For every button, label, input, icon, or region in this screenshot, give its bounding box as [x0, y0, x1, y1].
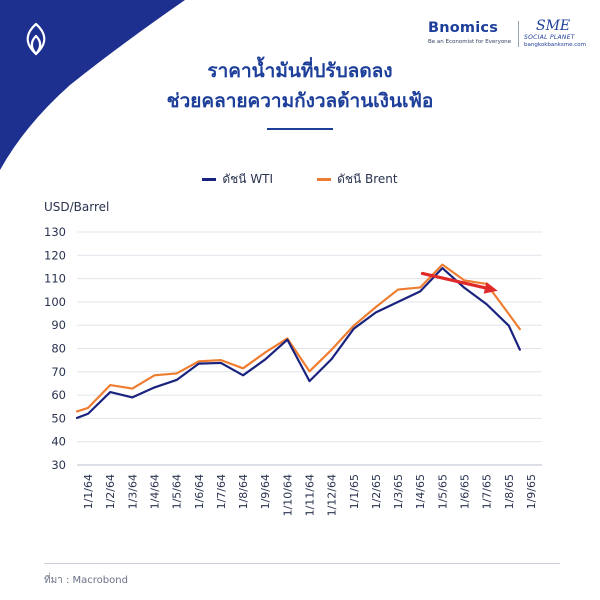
y-tick-label: 100	[44, 295, 66, 309]
x-tick-label: 1/2/65	[370, 474, 383, 509]
x-tick-label: 1/11/64	[304, 474, 317, 516]
brand-separator	[518, 21, 519, 47]
x-tick-label: 1/2/64	[104, 474, 117, 509]
x-tick-label: 1/9/65	[525, 474, 538, 509]
bank-logo-icon	[26, 22, 46, 56]
x-tick-label: 1/3/65	[392, 474, 405, 509]
legend-item-wti: ดัชนี WTI	[202, 170, 273, 189]
y-tick-label: 110	[44, 272, 66, 286]
x-tick-label: 1/8/65	[503, 474, 516, 509]
series-line-wti	[75, 267, 521, 420]
x-tick-label: 1/12/64	[326, 474, 339, 516]
sme-logo: SME	[536, 18, 571, 34]
legend-swatch-brent	[317, 178, 332, 181]
y-tick-label: 40	[51, 435, 66, 449]
footer-divider	[44, 563, 560, 564]
y-axis-unit-label: USD/Barrel	[44, 200, 110, 214]
source-note: ที่มา : Macrobond	[44, 575, 128, 586]
legend-label-brent: ดัชนี Brent	[337, 172, 398, 186]
brand-block: Bnomics Be an Economist for Everyone SME…	[428, 18, 588, 54]
y-tick-label: 90	[51, 318, 66, 332]
bnomics-tagline: Be an Economist for Everyone	[428, 39, 512, 45]
legend-swatch-wti	[202, 178, 217, 181]
y-tick-label: 60	[51, 388, 66, 402]
y-tick-label: 30	[51, 458, 66, 472]
x-tick-label: 1/4/64	[149, 474, 162, 509]
legend-item-brent: ดัชนี Brent	[317, 170, 398, 189]
x-tick-label: 1/5/64	[171, 474, 184, 509]
x-tick-label: 1/7/65	[481, 474, 494, 509]
x-tick-label: 1/5/65	[436, 474, 449, 509]
x-tick-label: 1/1/64	[82, 474, 95, 509]
y-tick-label: 70	[51, 365, 66, 379]
title-underline	[267, 128, 333, 130]
legend-label-wti: ดัชนี WTI	[222, 172, 274, 186]
trend-arrow-head-icon	[483, 281, 498, 294]
x-tick-label: 1/9/64	[259, 474, 272, 509]
x-tick-label: 1/6/64	[193, 474, 206, 509]
x-tick-label: 1/1/65	[348, 474, 361, 509]
bnomics-logo: Bnomics	[428, 20, 499, 36]
chart-legend: ดัชนี WTI ดัชนี Brent	[0, 170, 600, 189]
corner-shape	[0, 0, 185, 170]
x-tick-label: 1/4/65	[414, 474, 427, 509]
x-tick-label: 1/6/65	[459, 474, 472, 509]
y-tick-label: 50	[51, 411, 66, 425]
sme-subtitle: SOCIAL PLANET	[524, 34, 575, 41]
x-tick-label: 1/3/64	[126, 474, 139, 509]
x-tick-label: 1/10/64	[281, 474, 294, 516]
title-line-2: ช่วยคลายความกังวลด้านเงินเฟ้อ	[166, 90, 434, 112]
x-tick-label: 1/7/64	[215, 474, 228, 509]
y-tick-label: 120	[44, 248, 66, 262]
trend-arrow-shaft	[420, 271, 487, 290]
y-tick-label: 130	[44, 225, 66, 239]
y-tick-label: 80	[51, 342, 66, 356]
sme-url: bangkokbanksme.com	[524, 42, 587, 48]
series-line-brent	[75, 263, 521, 413]
title-line-1: ราคาน้ำมันที่ปรับลดลง	[207, 60, 393, 82]
x-tick-label: 1/8/64	[237, 474, 250, 509]
